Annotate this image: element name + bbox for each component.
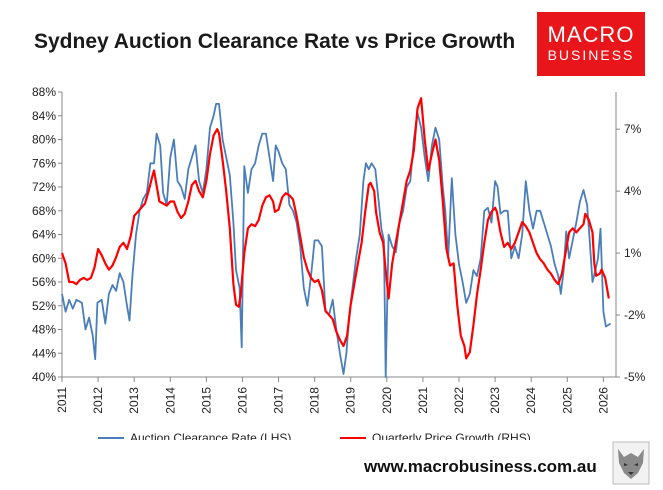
left-tick-label: 64% (32, 228, 56, 242)
left-tick-label: 84% (32, 109, 56, 123)
left-tick-label: 88% (32, 85, 56, 99)
logo-line-1: MACRO (547, 22, 635, 47)
x-tick-label: 2013 (127, 387, 141, 414)
x-tick-label: 2020 (380, 387, 394, 414)
left-tick-label: 60% (32, 251, 56, 265)
x-tick-label: 2016 (235, 387, 249, 414)
x-tick-label: 2021 (416, 387, 430, 414)
chart-title: Sydney Auction Clearance Rate vs Price G… (34, 30, 516, 53)
x-tick-label: 2014 (163, 387, 177, 414)
x-tick-label: 2019 (344, 387, 358, 414)
macrobusiness-logo: MACRO BUSINESS (537, 12, 645, 76)
left-tick-label: 40% (32, 370, 56, 384)
logo-line-2: BUSINESS (547, 47, 635, 63)
x-tick-label: 2011 (55, 387, 69, 413)
right-tick-label: 1% (624, 246, 642, 260)
right-tick-label: 4% (624, 184, 642, 198)
left-tick-label: 48% (32, 323, 56, 337)
left-tick-label: 56% (32, 275, 56, 289)
left-tick-label: 72% (32, 180, 56, 194)
x-tick-label: 2026 (596, 387, 610, 414)
x-tick-label: 2017 (272, 387, 286, 414)
legend-label: Quarterly Price Growth (RHS) (372, 431, 531, 440)
axes: 40% 44% 48% 52% 56% 60% 64% 68% 72% 76% 80% 84% 88% -… (32, 85, 646, 414)
left-tick-label: 44% (32, 346, 56, 360)
legend-label: Auction Clearance Rate (LHS) (130, 431, 291, 440)
x-tick-label: 2023 (488, 387, 502, 414)
chart-plot: 40% 44% 48% 52% 56% 60% 64% 68% 72% 76% 80% 84% 88% -… (32, 85, 646, 440)
footer-url[interactable]: www.macrobusiness.com.au (364, 457, 597, 476)
x-tick-label: 2015 (199, 387, 213, 414)
series-line-clearance-rate (61, 103, 612, 378)
right-tick-label: -5% (624, 370, 646, 384)
left-tick-label: 52% (32, 299, 56, 313)
x-tick-label: 2024 (524, 387, 538, 414)
left-tick-label: 80% (32, 133, 56, 147)
right-tick-label: 7% (624, 122, 642, 136)
x-tick-label: 2012 (91, 387, 105, 414)
right-tick-label: -2% (624, 308, 646, 322)
left-tick-label: 76% (32, 156, 56, 170)
x-tick-label: 2022 (452, 387, 466, 414)
legend: Auction Clearance Rate (LHS) Quarterly Pr… (98, 431, 531, 440)
wolf-logo-icon (612, 441, 650, 485)
series-line-price-growth (60, 97, 610, 360)
left-tick-label: 68% (32, 204, 56, 218)
series-lines (60, 97, 612, 378)
x-tick-label: 2025 (560, 387, 574, 414)
x-tick-label: 2018 (308, 387, 322, 414)
